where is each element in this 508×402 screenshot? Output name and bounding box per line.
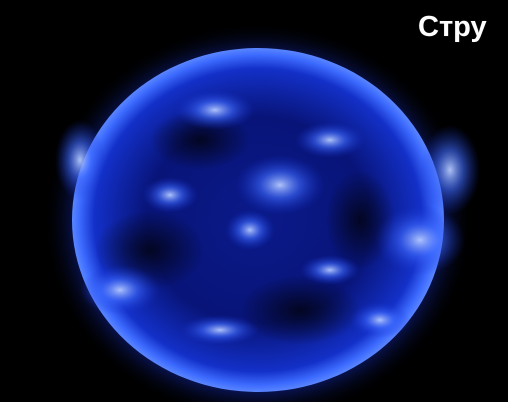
caption: Стру [418,11,487,43]
solar-texture [55,90,480,345]
